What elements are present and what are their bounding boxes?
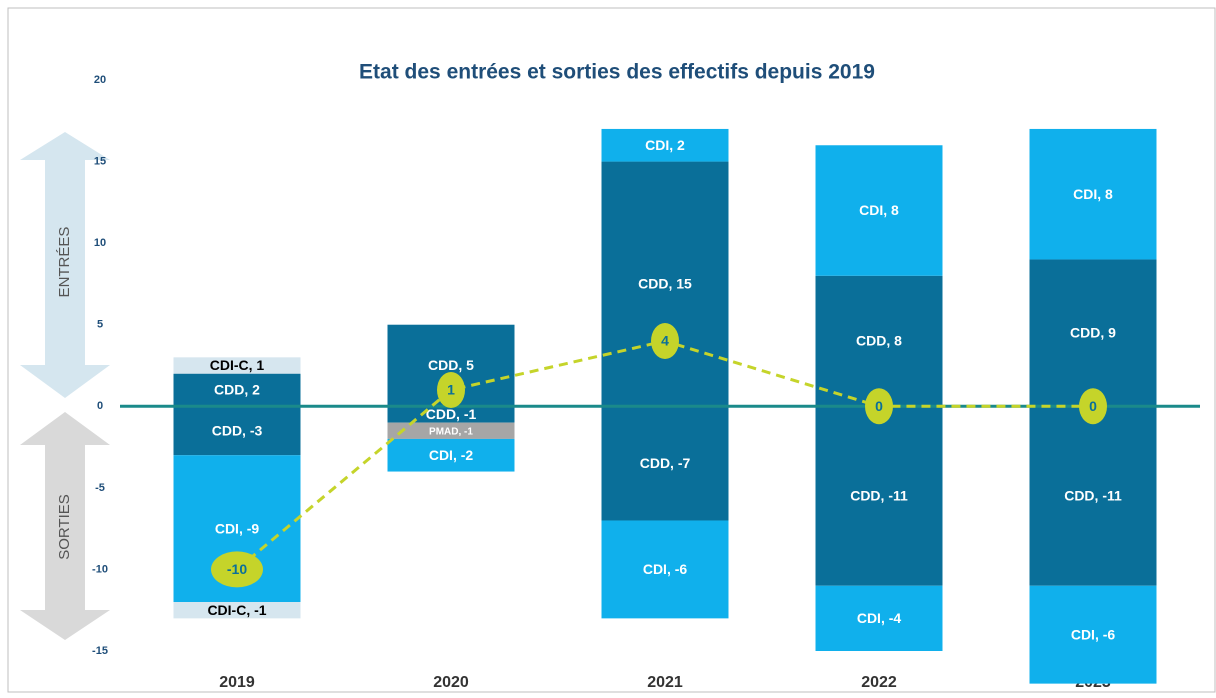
bar-segment [387,422,515,439]
net-marker [1079,388,1107,425]
net-marker [651,323,679,360]
bar-segment [601,161,729,407]
data-label: CDI, 2 [645,137,685,153]
bar-segment [815,585,943,651]
net-marker [437,371,465,408]
y-tick-label: 15 [94,155,106,167]
y-tick-label: -10 [92,563,108,575]
data-label: CDD, -11 [850,488,908,504]
data-label: CDD, -11 [1064,488,1122,504]
data-label: CDI, 8 [1073,186,1113,202]
bar-segment [815,145,943,276]
side-label: ENTRÉES [56,227,73,298]
bar-segment [1029,585,1157,684]
data-label: CDD, 2 [214,382,260,398]
bar-segment [173,406,301,456]
data-label: CDD, -1 [426,406,477,422]
net-label: 0 [1089,398,1097,414]
net-label: 4 [661,333,669,349]
bar-segment [173,357,301,374]
x-tick-label: 2019 [219,674,255,691]
chart-title: Etat des entrées et sorties des effectif… [359,61,875,84]
net-marker [211,551,263,588]
net-label: -10 [227,561,247,577]
bar-segment [1029,128,1157,260]
net-marker [865,388,893,425]
data-label: CDD, 8 [856,333,902,349]
side-label: SORTIES [56,494,73,560]
y-tick-label: -5 [95,482,105,494]
net-label: 1 [447,382,455,398]
y-tick-label: 10 [94,237,106,249]
data-label: CDI-C, 1 [210,357,265,373]
data-label: CDD, 5 [428,357,474,373]
bar-segment [173,373,301,407]
bar-segment [387,438,515,472]
data-label: CDI, -6 [1071,626,1116,642]
data-label: CDI, -2 [429,447,474,463]
data-label: CDI, -4 [857,610,902,626]
data-label: CDI, 8 [859,202,899,218]
bar-segment [601,128,729,162]
data-label: CDD, 15 [638,276,692,292]
data-label: CDI-C, -1 [207,602,266,618]
bar-segment [173,602,301,619]
x-tick-label: 2021 [647,674,683,691]
frame [7,7,1216,693]
data-label: CDI, -9 [215,520,260,536]
bar-segment [1029,259,1157,407]
data-label: CDD, 9 [1070,325,1116,341]
y-tick-label: 20 [94,74,106,86]
bar-segment [387,406,515,423]
net-label: 0 [875,398,883,414]
data-label: CDI, -6 [643,561,688,577]
bar-segment [601,406,729,521]
bar-segment [815,406,943,586]
arrow-up-down [20,132,110,398]
y-tick-label: 5 [97,319,103,331]
y-tick-label: 0 [97,400,103,412]
data-label: PMAD, -1 [429,426,473,437]
data-label: CDD, -7 [640,455,691,471]
arrow-up-down [20,412,110,640]
data-label: CDD, -3 [212,422,263,438]
x-tick-label: 2020 [433,674,469,691]
bar-segment [815,275,943,407]
y-tick-label: -15 [92,645,108,657]
bar-segment [601,520,729,619]
bar-segment [1029,406,1157,586]
x-tick-label: 2022 [861,674,897,691]
